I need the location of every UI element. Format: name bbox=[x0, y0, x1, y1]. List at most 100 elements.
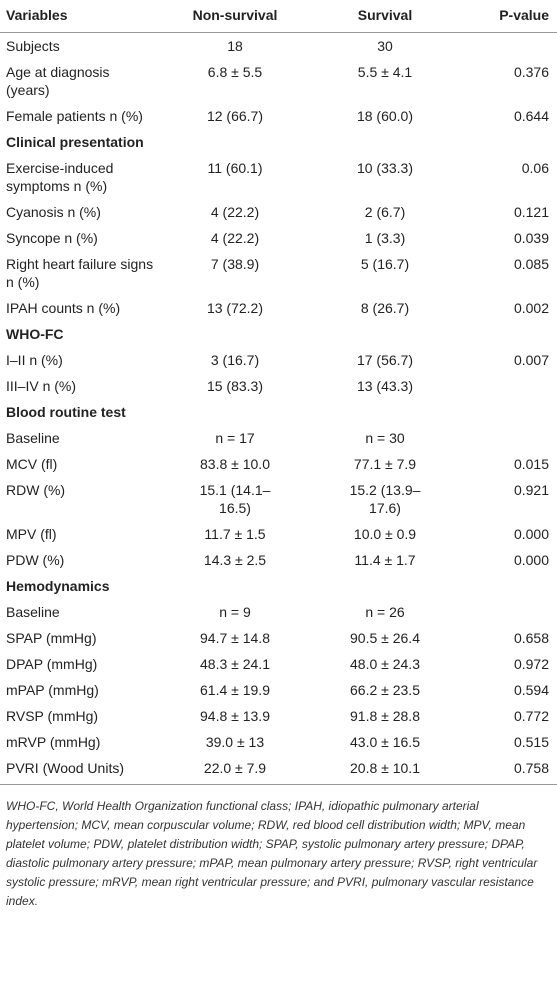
table-row: Cyanosis n (%) 4 (22.2) 2 (6.7) 0.121 bbox=[0, 199, 557, 225]
table-cell: 22.0 ± 7.9 bbox=[160, 755, 310, 785]
table-cell: mPAP (mmHg) bbox=[6, 682, 99, 698]
table-cell: n = 26 bbox=[365, 604, 405, 620]
table-cell: 0.039 bbox=[513, 230, 549, 246]
table-cell: RDW (%) bbox=[6, 482, 66, 498]
table-cell: 94.8 ± 13.9 bbox=[200, 708, 270, 724]
table-cell: 0.972 bbox=[513, 656, 549, 672]
table-cell: 15 (83.3) bbox=[206, 378, 264, 394]
table-cell: 90.5 ± 26.4 bbox=[350, 630, 420, 646]
table-cell: 15.1 (14.1–16.5) bbox=[199, 482, 271, 516]
table-cell: Right heart failure signs n (%) bbox=[6, 256, 154, 290]
table-row: PVRI (Wood Units) 22.0 ± 7.9 20.8 ± 10.1 0.… bbox=[0, 755, 557, 785]
table-cell: 11.7 ± 1.5 bbox=[204, 526, 266, 542]
empty-cell bbox=[460, 33, 557, 60]
table-cell: 0.002 bbox=[513, 300, 549, 316]
table-cell: Age at diagnosis (years) bbox=[6, 64, 110, 98]
table-cell: Baseline bbox=[6, 604, 60, 620]
table-row: III–IV n (%) 15 (83.3) 13 (43.3) bbox=[0, 373, 557, 399]
table-row: I–II n (%) 3 (16.7) 17 (56.7) 0.007 bbox=[0, 347, 557, 373]
table-row: mPAP (mmHg) 61.4 ± 19.9 66.2 ± 23.5 0.594 bbox=[0, 677, 557, 703]
table-cell: 48.3 ± 24.1 bbox=[200, 656, 270, 672]
table-cell: Syncope n (%) bbox=[6, 230, 98, 246]
section-heading: Hemodynamics bbox=[6, 578, 110, 594]
table-cell: 6.8 ± 5.5 bbox=[207, 64, 263, 80]
table-row: Syncope n (%) 4 (22.2) 1 (3.3) 0.039 bbox=[0, 225, 557, 251]
table-row: Exercise-induced symptoms n (%) 11 (60.1)… bbox=[0, 155, 557, 199]
section-row: WHO-FC bbox=[0, 321, 557, 347]
table-cell: 0.772 bbox=[513, 708, 549, 724]
table-cell: Female patients n (%) bbox=[6, 108, 143, 124]
table-body: Subjects 18 30 Age at diagnosis (years) 6.8 … bbox=[0, 33, 557, 785]
table-row: Baseline n = 17 n = 30 bbox=[0, 425, 557, 451]
table-cell: 12 (66.7) bbox=[206, 108, 264, 124]
table-cell: 83.8 ± 10.0 bbox=[200, 456, 270, 472]
table-row: Age at diagnosis (years) 6.8 ± 5.5 5.5 ± 4… bbox=[0, 59, 557, 103]
table-cell: n = 17 bbox=[215, 430, 255, 446]
table-cell: 43.0 ± 16.5 bbox=[350, 734, 420, 750]
section-heading: WHO-FC bbox=[6, 326, 64, 342]
table-cell: 0.007 bbox=[513, 352, 549, 368]
header-cell: P-value bbox=[460, 0, 557, 33]
table-cell: 0.921 bbox=[513, 482, 549, 498]
section-row: Clinical presentation bbox=[0, 129, 557, 155]
table-cell: 94.7 ± 14.8 bbox=[200, 630, 270, 646]
table-cell: 48.0 ± 24.3 bbox=[350, 656, 420, 672]
table-cell: 0.758 bbox=[460, 755, 557, 785]
table-cell: SPAP (mmHg) bbox=[6, 630, 97, 646]
table-cell: 30 bbox=[377, 38, 393, 54]
table-cell: I–II n (%) bbox=[6, 352, 63, 368]
table-cell: 7 (38.9) bbox=[210, 256, 260, 272]
table-cell: 20.8 ± 10.1 bbox=[310, 755, 460, 785]
empty-cell bbox=[460, 425, 557, 451]
table-cell: Baseline bbox=[6, 430, 60, 446]
section-row: Blood routine test bbox=[0, 399, 557, 425]
table-cell: 11.4 ± 1.7 bbox=[354, 552, 416, 568]
table-cell: 10.0 ± 0.9 bbox=[353, 526, 417, 542]
table-cell: 5 (16.7) bbox=[360, 256, 410, 272]
table-cell: 4 (22.2) bbox=[210, 230, 260, 246]
header-cell: Non-survival bbox=[160, 0, 310, 33]
table-cell: PVRI (Wood Units) bbox=[0, 755, 160, 785]
table-cell: 0.015 bbox=[513, 456, 549, 472]
empty-cell bbox=[460, 373, 557, 399]
table-cell: 0.000 bbox=[513, 552, 549, 568]
table-cell: n = 9 bbox=[219, 604, 251, 620]
table-cell: 2 (6.7) bbox=[364, 204, 406, 220]
table-cell: 15.2 (13.9–17.6) bbox=[349, 482, 421, 516]
table-cell: 11 (60.1) bbox=[207, 160, 263, 176]
table-row: Baseline n = 9 n = 26 bbox=[0, 599, 557, 625]
table-cell: 0.658 bbox=[513, 630, 549, 646]
table-cell: Exercise-induced symptoms n (%) bbox=[6, 160, 114, 194]
table-cell: 14.3 ± 2.5 bbox=[203, 552, 267, 568]
data-table: Variables Non-survival Survival P-value Sub… bbox=[0, 0, 557, 785]
table-row: MPV (fl) 11.7 ± 1.5 10.0 ± 0.9 0.000 bbox=[0, 521, 557, 547]
table-cell: RVSP (mmHg) bbox=[6, 708, 99, 724]
table-cell: 18 bbox=[227, 38, 243, 54]
table-row: SPAP (mmHg) 94.7 ± 14.8 90.5 ± 26.4 0.658 bbox=[0, 625, 557, 651]
table-cell: Subjects bbox=[6, 38, 60, 54]
table-row: Right heart failure signs n (%) 7 (38.9) 5… bbox=[0, 251, 557, 295]
table-cell: 10 (33.3) bbox=[356, 160, 414, 176]
table-cell: 0.376 bbox=[513, 64, 549, 80]
table-cell: 0.000 bbox=[513, 526, 549, 542]
table-cell: DPAP (mmHg) bbox=[6, 656, 98, 672]
table-cell: 61.4 ± 19.9 bbox=[200, 682, 270, 698]
table-cell: mRVP (mmHg) bbox=[6, 734, 101, 750]
table-row: Female patients n (%) 12 (66.7) 18 (60.0) 0… bbox=[0, 103, 557, 129]
empty-cell bbox=[460, 599, 557, 625]
table-cell: 5.5 ± 4.1 bbox=[357, 64, 413, 80]
table-cell: 0.06 bbox=[521, 160, 549, 176]
table-cell: IPAH counts n (%) bbox=[6, 300, 121, 316]
table-row: RVSP (mmHg) 94.8 ± 13.9 91.8 ± 28.8 0.772 bbox=[0, 703, 557, 729]
table-cell: PDW (%) bbox=[6, 552, 65, 568]
table-cell: 0.085 bbox=[513, 256, 549, 272]
table-cell: 3 (16.7) bbox=[210, 352, 260, 368]
table-cell: 8 (26.7) bbox=[360, 300, 410, 316]
table-cell: 4 (22.2) bbox=[210, 204, 260, 220]
table-cell: 77.1 ± 7.9 bbox=[353, 456, 417, 472]
table-cell: 91.8 ± 28.8 bbox=[350, 708, 420, 724]
table-row: mRVP (mmHg) 39.0 ± 13 43.0 ± 16.5 0.515 bbox=[0, 729, 557, 755]
header-row: Variables Non-survival Survival P-value bbox=[0, 0, 557, 33]
table-cell: 18 (60.0) bbox=[356, 108, 414, 124]
